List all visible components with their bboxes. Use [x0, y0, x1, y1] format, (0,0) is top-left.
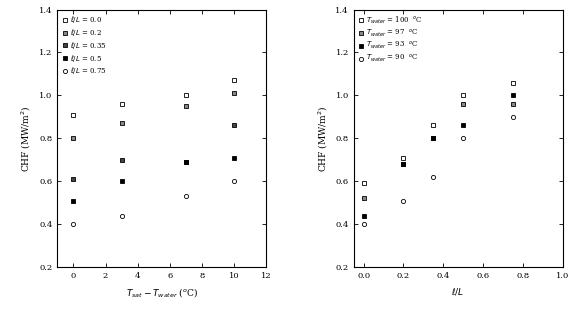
$T_{water}$ = 97  $^{o}$C — [360, 197, 367, 200]
$T_{water}$ = 93  $^{o}$C — [460, 123, 467, 127]
Line: $T_{water}$ = 100  $^{o}$C: $T_{water}$ = 100 $^{o}$C — [362, 80, 515, 185]
$\it{\ell/L}$ = 0.2 — [118, 121, 125, 125]
$T_{water}$ = 93  $^{o}$C — [430, 136, 437, 140]
$\it{\ell/L}$ = 0.5 — [183, 160, 189, 164]
$T_{water}$ = 90  $^{o}$C — [360, 222, 367, 226]
$T_{water}$ = 97  $^{o}$C — [400, 162, 407, 166]
Y-axis label: CHF (MW/m$^{2}$): CHF (MW/m$^{2}$) — [20, 105, 33, 172]
$T_{water}$ = 100  $^{o}$C — [460, 93, 467, 97]
Line: $T_{water}$ = 93  $^{o}$C: $T_{water}$ = 93 $^{o}$C — [362, 93, 515, 218]
$\it{\ell/L}$ = 0.5 — [231, 156, 238, 160]
$T_{water}$ = 100  $^{o}$C — [360, 182, 367, 185]
Line: $\it{\ell/L}$ = 0.75: $\it{\ell/L}$ = 0.75 — [71, 179, 236, 226]
$\it{\ell/L}$ = 0.0 — [231, 79, 238, 82]
$\it{\ell/L}$ = 0.0 — [118, 102, 125, 106]
$\it{\ell/L}$ = 0.0 — [183, 93, 189, 97]
$\it{\ell/L}$ = 0.75 — [231, 179, 238, 183]
X-axis label: $T_{sat}-T_{water}$ ($^{o}$C): $T_{sat}-T_{water}$ ($^{o}$C) — [126, 286, 198, 299]
$T_{water}$ = 90  $^{o}$C — [509, 115, 516, 119]
$\it{\ell/L}$ = 0.0 — [70, 113, 77, 117]
Line: $\it{\ell/L}$ = 0.35: $\it{\ell/L}$ = 0.35 — [71, 123, 236, 181]
$T_{water}$ = 93  $^{o}$C — [509, 93, 516, 97]
$\it{\ell/L}$ = 0.35 — [118, 158, 125, 162]
$\it{\ell/L}$ = 0.5 — [70, 199, 77, 203]
$\it{\ell/L}$ = 0.2 — [70, 136, 77, 140]
$T_{water}$ = 90  $^{o}$C — [400, 199, 407, 203]
$\it{\ell/L}$ = 0.2 — [183, 104, 189, 108]
$T_{water}$ = 100  $^{o}$C — [509, 80, 516, 84]
Line: $\it{\ell/L}$ = 0.5: $\it{\ell/L}$ = 0.5 — [71, 156, 236, 203]
Line: $T_{water}$ = 97  $^{o}$C: $T_{water}$ = 97 $^{o}$C — [362, 102, 515, 201]
$T_{water}$ = 97  $^{o}$C — [460, 102, 467, 106]
$T_{water}$ = 100  $^{o}$C — [400, 156, 407, 160]
Line: $\it{\ell/L}$ = 0.0: $\it{\ell/L}$ = 0.0 — [71, 78, 236, 117]
$\it{\ell/L}$ = 0.35 — [231, 123, 238, 127]
$T_{water}$ = 97  $^{o}$C — [509, 102, 516, 106]
$T_{water}$ = 100  $^{o}$C — [430, 123, 437, 127]
$\it{\ell/L}$ = 0.5 — [118, 179, 125, 183]
$\it{\ell/L}$ = 0.35 — [183, 160, 189, 164]
X-axis label: $\it{\ell/L}$: $\it{\ell/L}$ — [452, 286, 465, 297]
$\it{\ell/L}$ = 0.75 — [70, 222, 77, 226]
$\it{\ell/L}$ = 0.35 — [70, 177, 77, 181]
$\it{\ell/L}$ = 0.75 — [118, 214, 125, 218]
$T_{water}$ = 93  $^{o}$C — [360, 214, 367, 218]
Line: $T_{water}$ = 90  $^{o}$C: $T_{water}$ = 90 $^{o}$C — [362, 115, 515, 226]
Legend: $\it{\ell/L}$ = 0.0, $\it{\ell/L}$ = 0.2, $\it{\ell/L}$ = 0.35, $\it{\ell/L}$ = : $\it{\ell/L}$ = 0.0, $\it{\ell/L}$ = 0.2… — [61, 13, 108, 78]
$T_{water}$ = 97  $^{o}$C — [430, 136, 437, 140]
$\it{\ell/L}$ = 0.2 — [231, 91, 238, 95]
Line: $\it{\ell/L}$ = 0.2: $\it{\ell/L}$ = 0.2 — [71, 91, 236, 141]
$\it{\ell/L}$ = 0.75 — [183, 194, 189, 198]
$T_{water}$ = 93  $^{o}$C — [400, 162, 407, 166]
$T_{water}$ = 90  $^{o}$C — [430, 175, 437, 179]
Y-axis label: CHF (MW/m$^{2}$): CHF (MW/m$^{2}$) — [316, 105, 330, 172]
$T_{water}$ = 90  $^{o}$C — [460, 136, 467, 140]
Legend: $T_{water}$ = 100  $^{o}$C, $T_{water}$ = 97  $^{o}$C, $T_{water}$ = 93  $^{o}$C: $T_{water}$ = 100 $^{o}$C, $T_{water}$ =… — [357, 13, 424, 66]
